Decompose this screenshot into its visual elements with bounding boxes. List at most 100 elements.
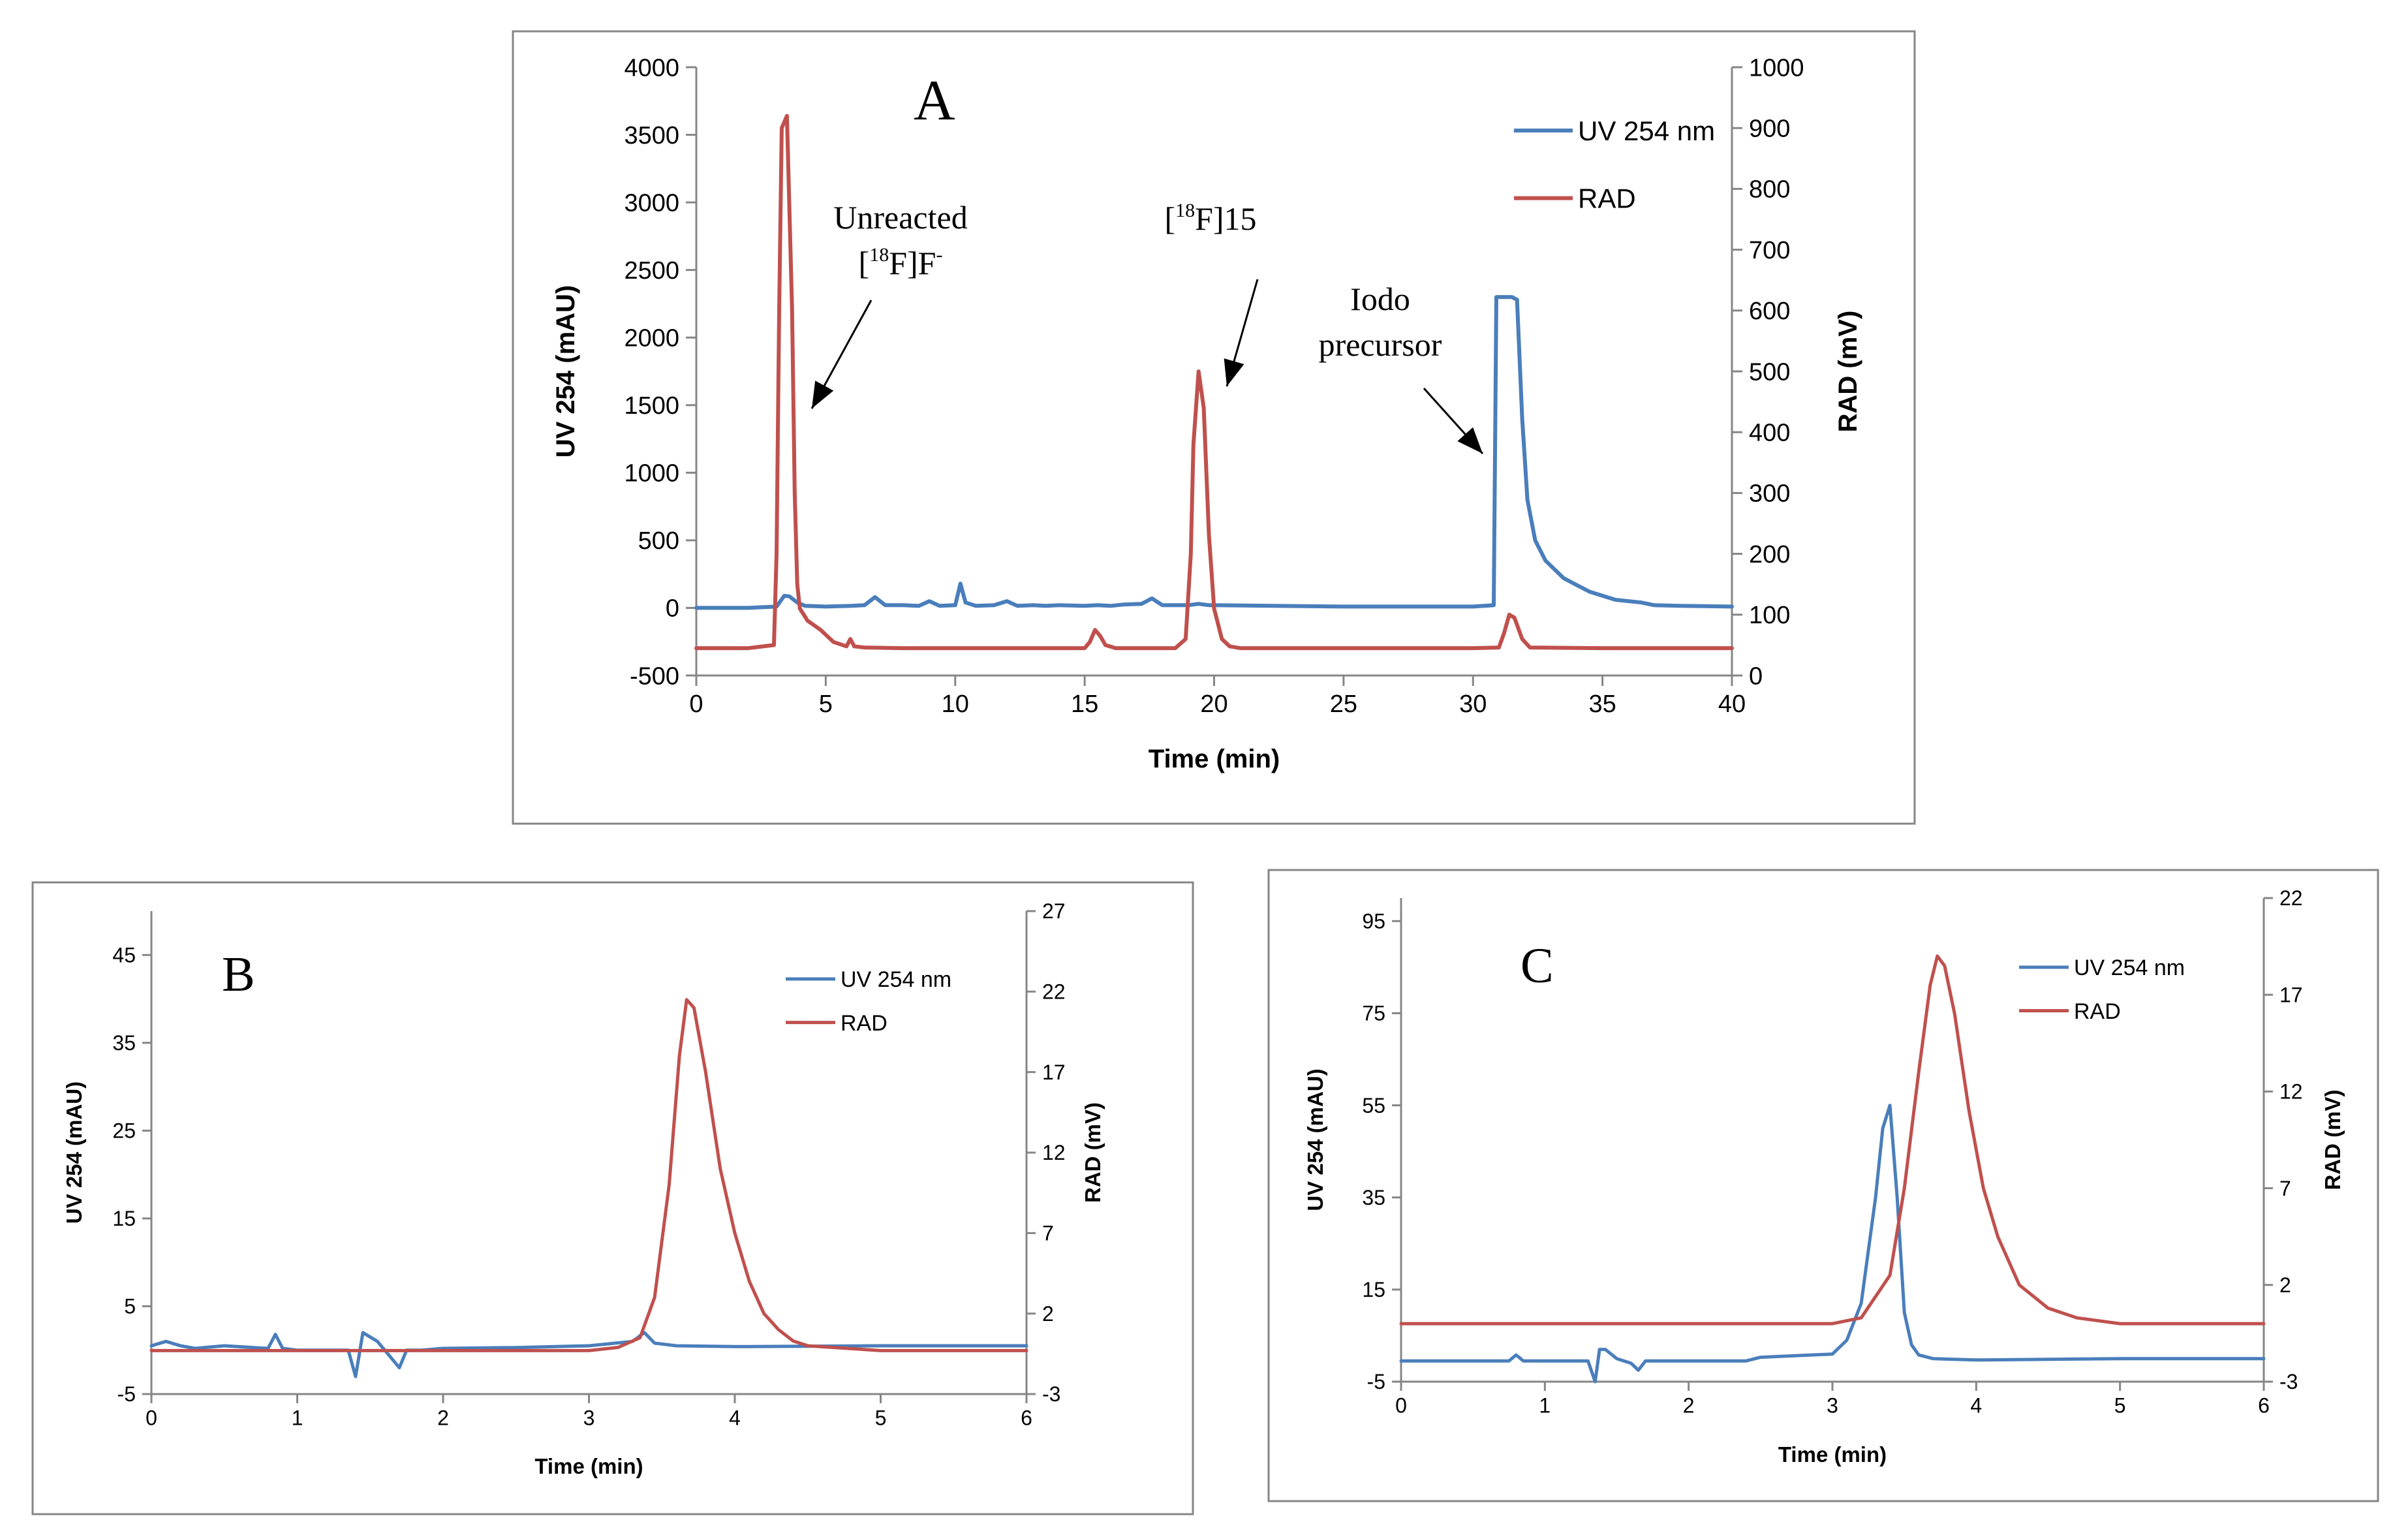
y2-tick-label: 22 (1042, 980, 1066, 1004)
x-tick-label: 25 (1330, 691, 1357, 718)
x-axis-title: Time (min) (1778, 1442, 1887, 1467)
y-tick-label: 3500 (624, 122, 679, 149)
x-tick-label: 5 (819, 691, 833, 718)
y2-tick-label: 400 (1749, 420, 1790, 447)
y2-tick-label: 12 (1042, 1141, 1066, 1164)
y2-tick-label: -3 (1042, 1382, 1060, 1406)
series-line-rad (149, 998, 1028, 1352)
y2-tick-label: 7 (1042, 1222, 1054, 1245)
y-axis-title: UV 254 (mAU) (1303, 1068, 1327, 1211)
y2-tick-label: 900 (1749, 116, 1790, 143)
legend-label: RAD (2074, 999, 2121, 1024)
y2-tick-label: 300 (1749, 480, 1790, 508)
series-line-uv-254-nm (149, 1331, 1028, 1378)
y2-axis-title: RAD (mV) (2321, 1090, 2345, 1190)
y2-tick-label: -3 (2279, 1370, 2298, 1393)
y-tick-label: 15 (112, 1207, 136, 1230)
y2-tick-label: 700 (1749, 237, 1790, 264)
y-tick-label: 4000 (624, 54, 679, 82)
y2-tick-label: 800 (1749, 176, 1790, 204)
y2-tick-label: 2 (2279, 1273, 2291, 1297)
legend-label: UV 254 nm (1578, 116, 1715, 146)
y-tick-label: -500 (630, 662, 679, 690)
annotation-superscript: 18 (1175, 200, 1195, 221)
annotation-superscript: 18 (869, 244, 889, 266)
x-tick-label: 1 (292, 1406, 303, 1430)
annotation-text: Iodo (1350, 281, 1410, 317)
legend-label: UV 254 nm (841, 967, 951, 992)
annotation-text: Unreacted (833, 199, 967, 236)
x-tick-label: 0 (1395, 1394, 1407, 1418)
x-tick-label: 15 (1071, 691, 1098, 718)
x-tick-label: 0 (146, 1406, 157, 1430)
x-tick-label: 4 (729, 1406, 741, 1430)
x-tick-label: 10 (942, 691, 969, 718)
y-tick-label: 55 (1362, 1094, 1385, 1117)
y-tick-label: 2000 (624, 325, 679, 352)
x-axis-title: Time (min) (1149, 745, 1280, 773)
y-tick-label: 2500 (624, 257, 679, 285)
x-tick-label: 5 (2114, 1394, 2126, 1418)
y-tick-label: -5 (117, 1382, 136, 1406)
annotation-arrowhead (1224, 358, 1244, 386)
annotation-text: [18F]15 (1164, 200, 1256, 237)
x-tick-label: 4 (1970, 1394, 1982, 1418)
y-tick-label: 3000 (624, 189, 679, 217)
y2-tick-label: 200 (1749, 541, 1790, 568)
legend-label: RAD (1578, 183, 1636, 214)
y2-tick-label: 1000 (1749, 54, 1804, 82)
y2-tick-label: 22 (2279, 886, 2303, 910)
annotation-part: F]15 (1195, 200, 1256, 237)
x-tick-label: 2 (1683, 1394, 1695, 1418)
chart-frame (31, 881, 1194, 1515)
y-tick-label: 500 (638, 527, 679, 555)
annotation-text: [18F]F- (859, 244, 943, 281)
x-tick-label: 3 (583, 1406, 595, 1430)
annotation-arrowhead (812, 380, 834, 409)
y2-tick-label: 7 (2279, 1177, 2291, 1200)
y-tick-label: 1000 (624, 460, 679, 488)
y2-tick-label: 27 (1042, 899, 1066, 923)
panel-label: A (914, 69, 955, 132)
y-tick-label: 0 (666, 595, 679, 623)
y-tick-label: 35 (112, 1031, 136, 1055)
chart-a: 0 5 10 15 20 25 30 35 40-50005001000150020002500… (512, 30, 1916, 825)
y2-tick-label: 600 (1749, 298, 1790, 325)
annotation-arrowhead (1457, 427, 1483, 454)
x-tick-label: 6 (2258, 1394, 2270, 1418)
y-tick-label: 45 (112, 943, 136, 967)
x-tick-label: 5 (875, 1406, 887, 1430)
chart-frame (512, 30, 1916, 825)
y-tick-label: 75 (1362, 1002, 1385, 1025)
y2-tick-label: 100 (1749, 602, 1790, 629)
y2-tick-label: 0 (1749, 662, 1763, 690)
x-tick-label: 6 (1021, 1406, 1032, 1430)
annotation-part: [ (1164, 200, 1175, 237)
x-axis-title: Time (min) (534, 1454, 643, 1478)
y-tick-label: 95 (1362, 909, 1385, 933)
series-line-uv-254-nm (1399, 1104, 2266, 1384)
x-tick-label: 3 (1827, 1394, 1838, 1418)
annotation-superscript: - (936, 244, 942, 266)
x-tick-label: 20 (1200, 691, 1227, 718)
y-tick-label: 15 (1362, 1278, 1385, 1301)
y-tick-label: 1500 (624, 392, 679, 420)
annotation-text: precursor (1319, 326, 1442, 363)
chart-frame (1267, 869, 2379, 1502)
y2-tick-label: 12 (2279, 1080, 2303, 1104)
y-tick-label: 35 (1362, 1186, 1385, 1209)
legend-label: UV 254 nm (2074, 955, 2185, 980)
y-tick-label: 25 (112, 1119, 136, 1143)
series-line-rad (694, 114, 1734, 651)
series-line-uv-254-nm (694, 295, 1734, 610)
x-tick-label: 2 (437, 1406, 449, 1430)
x-tick-label: 1 (1539, 1394, 1551, 1418)
y2-axis-title: RAD (mV) (1834, 311, 1862, 433)
series-line-rad (1399, 954, 2266, 1326)
y2-axis-title: RAD (mV) (1081, 1102, 1105, 1203)
y-axis-title: UV 254 (mAU) (551, 285, 580, 458)
y-axis-title: UV 254 (mAU) (62, 1081, 86, 1224)
